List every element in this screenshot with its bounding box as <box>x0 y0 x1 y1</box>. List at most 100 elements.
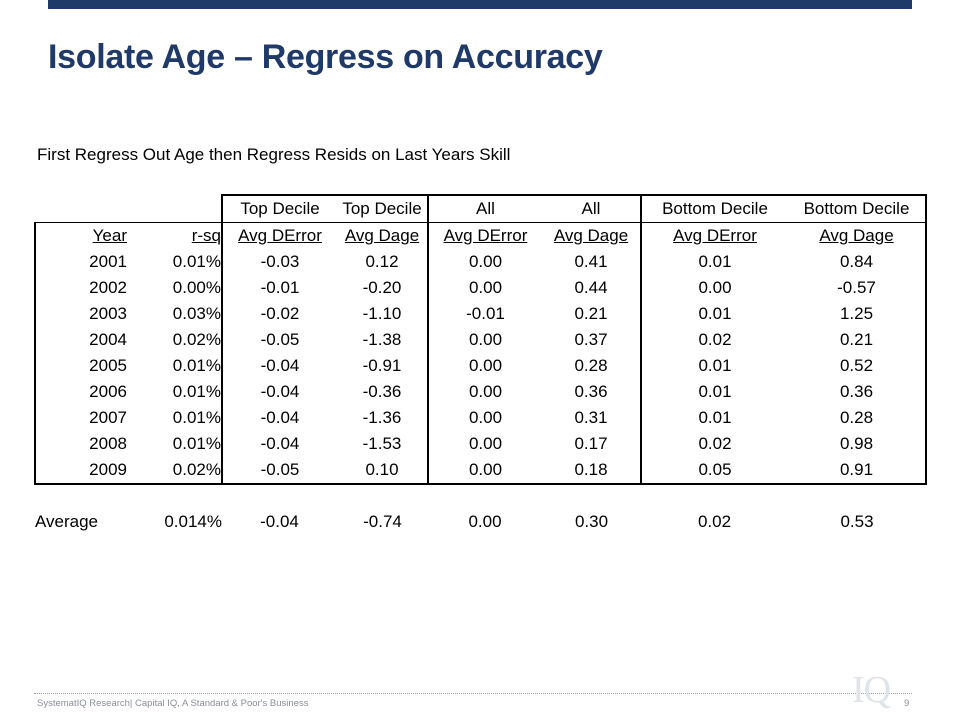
table-cell: -0.04 <box>221 353 337 379</box>
top-accent-bar <box>48 0 912 9</box>
table-row: 2001 0.01% -0.03 0.12 0.00 0.41 0.01 0.84 <box>34 249 927 275</box>
column-header-cell: Avg Dage <box>337 222 428 249</box>
table-row: 2005 0.01% -0.04 -0.91 0.00 0.28 0.01 0.52 <box>34 353 927 379</box>
table-cell: 2002 <box>34 275 127 301</box>
table-cell: 0.00 <box>427 379 542 405</box>
table-cell: 0.28 <box>788 405 927 431</box>
table-cell: 0.00 <box>427 431 542 457</box>
page-number: 9 <box>904 698 910 709</box>
table-cell: 2007 <box>34 405 127 431</box>
table-cell: 0.36 <box>788 379 927 405</box>
table-cell: -0.03 <box>221 249 337 275</box>
table-cell: 0.05 <box>640 457 788 485</box>
table-cell: 0.91 <box>788 457 927 485</box>
average-row: Average 0.014% -0.04 -0.74 0.00 0.30 0.02 0.53 <box>35 509 926 535</box>
table-cell: -1.38 <box>362 330 402 349</box>
table-cell: 2009 <box>34 457 127 485</box>
table-cell: 0.41 <box>574 252 608 271</box>
table-cell: 0.00 <box>427 353 542 379</box>
table-cell: 2001 <box>34 249 127 275</box>
table-cell: 0.01% <box>172 382 221 401</box>
table-cell: 0.03% <box>172 304 221 323</box>
results-table: Top Decile Top Decile All All Bottom Decile B… <box>34 194 927 535</box>
table-cell: 0.01% <box>172 252 221 271</box>
table-cell: -0.04 <box>221 431 337 457</box>
group-header-row: Top Decile Top Decile All All Bottom Decile B… <box>35 194 927 223</box>
table-cell: 0.02% <box>172 330 221 349</box>
group-header-cell: Top Decile <box>221 194 337 223</box>
table-cell: 0.00 <box>640 275 788 301</box>
table-cell: 0.18 <box>542 457 641 485</box>
column-header-cell: r-sq <box>127 222 222 249</box>
table-cell: -0.91 <box>362 356 402 375</box>
table-cell: 0.21 <box>788 327 927 353</box>
table-cell: 0.17 <box>574 434 608 453</box>
table-cell: 0.01% <box>172 356 221 375</box>
group-header-cell: All <box>542 194 641 223</box>
table-cell: 0.02 <box>640 431 788 457</box>
capital-iq-logo: IQ <box>852 669 891 711</box>
table-row: 2009 0.02% -0.05 0.10 0.00 0.18 0.05 0.91 <box>34 457 927 485</box>
table-row: 2008 0.01% -0.04 -1.53 0.00 0.17 0.02 0.98 <box>34 431 927 457</box>
table-row: 2004 0.02% -0.05 -1.38 0.00 0.37 0.02 0.21 <box>34 327 927 353</box>
column-header-cell: Avg DError <box>427 222 542 249</box>
column-header-cell: Avg Dage <box>788 222 927 249</box>
table-cell: 0.44 <box>574 278 608 297</box>
average-cell: -0.74 <box>363 512 402 531</box>
slide-title: Isolate Age – Regress on Accuracy <box>48 38 603 76</box>
table-cell: -0.04 <box>221 379 337 405</box>
table-cell: -0.01 <box>427 301 542 327</box>
table-row: 2007 0.01% -0.04 -1.36 0.00 0.31 0.01 0.28 <box>34 405 927 431</box>
table-cell: -0.20 <box>362 278 402 297</box>
table-cell: 0.36 <box>574 382 608 401</box>
average-cell: 0.014% <box>164 512 222 531</box>
table-cell: 0.01% <box>172 434 221 453</box>
column-header-cell: Avg DError <box>221 222 337 249</box>
group-header-cell: Bottom Decile <box>640 194 788 223</box>
table-cell: 0.12 <box>365 252 399 271</box>
table-cell: -1.53 <box>362 434 402 453</box>
table-cell: -0.05 <box>221 327 337 353</box>
table-cell: 0.98 <box>788 431 927 457</box>
table-cell: 0.01% <box>172 408 221 427</box>
column-header-row: Year r-sq Avg DError Avg Dage Avg DError Avg … <box>34 222 927 249</box>
table-cell: -0.05 <box>221 457 337 485</box>
table-cell: 1.25 <box>788 301 927 327</box>
table-cell: 2003 <box>34 301 127 327</box>
column-header-cell: Year <box>34 222 127 249</box>
table-cell: 0.00 <box>427 249 542 275</box>
table-cell: 0.01 <box>640 353 788 379</box>
table-cell: -1.36 <box>362 408 402 427</box>
table-cell: 2008 <box>34 431 127 457</box>
group-header-cell: All <box>427 194 542 223</box>
table-cell: 0.00 <box>427 327 542 353</box>
table-cell: 0.37 <box>574 330 608 349</box>
table-cell: 0.01 <box>640 405 788 431</box>
footer-divider <box>34 693 912 694</box>
table-cell: 0.52 <box>788 353 927 379</box>
table-cell: 0.01 <box>640 379 788 405</box>
table-cell: 0.02 <box>640 327 788 353</box>
table-cell: 2005 <box>34 353 127 379</box>
table-cell: 0.10 <box>337 457 428 485</box>
group-header-cell: Top Decile <box>337 194 428 223</box>
table-row: 2002 0.00% -0.01 -0.20 0.00 0.44 0.00 -0.57 <box>34 275 927 301</box>
table-cell: 2004 <box>34 327 127 353</box>
average-label: Average <box>35 512 99 531</box>
average-cell: 0.02 <box>697 512 732 531</box>
average-cell: 0.30 <box>574 512 609 531</box>
table-cell: 0.28 <box>574 356 608 375</box>
column-header-cell: Avg Dage <box>542 222 641 249</box>
table-row: 2006 0.01% -0.04 -0.36 0.00 0.36 0.01 0.36 <box>34 379 927 405</box>
table-cell: -0.01 <box>221 275 337 301</box>
table-cell: 0.00 <box>427 275 542 301</box>
blank-cell <box>35 195 127 223</box>
average-cell: 0.53 <box>840 512 874 531</box>
blank-cell <box>35 484 127 509</box>
table-cell: 0.01 <box>640 301 788 327</box>
table-cell: 0.00% <box>172 278 221 297</box>
average-cell: 0.00 <box>468 512 502 531</box>
spacer-row <box>35 484 926 509</box>
table-cell: 0.00 <box>427 457 542 485</box>
table-subtitle: First Regress Out Age then Regress Resid… <box>37 145 511 164</box>
